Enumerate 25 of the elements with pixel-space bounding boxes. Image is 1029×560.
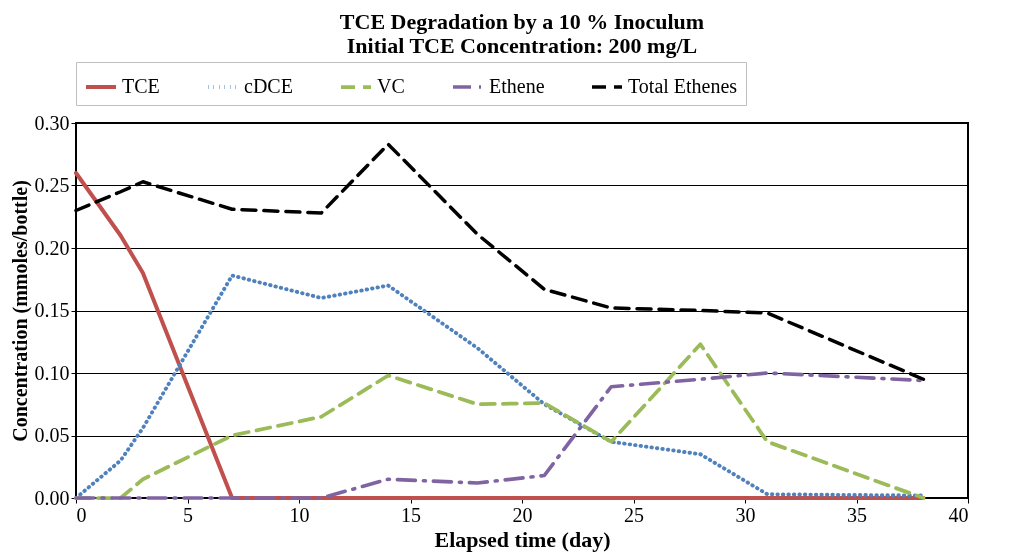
x-tick-label: 15 xyxy=(401,503,421,526)
y-tick-label: 0.10 xyxy=(34,361,70,384)
x-tick-label: 10 xyxy=(289,503,310,526)
x-tick-label: 20 xyxy=(512,503,533,526)
legend-label: TCE xyxy=(122,75,160,97)
y-tick-label: 0.05 xyxy=(34,424,70,446)
x-tick-label: 0 xyxy=(76,503,87,526)
y-tick-label: 0.30 xyxy=(34,111,70,134)
y-tick-label: 0.20 xyxy=(34,236,70,259)
legend-label: cDCE xyxy=(244,75,293,97)
legend-label: Ethene xyxy=(489,75,545,97)
x-tick-label: 25 xyxy=(624,503,644,526)
x-tick-label: 35 xyxy=(847,503,867,526)
y-tick-label: 0.15 xyxy=(34,299,70,321)
legend-label: VC xyxy=(377,75,405,97)
legend-label: Total Ethenes xyxy=(628,75,738,97)
x-tick-label: 40 xyxy=(948,503,969,526)
y-tick-label: 0.00 xyxy=(34,486,70,509)
line-series xyxy=(74,171,926,500)
x-axis-title: Elapsed time (day) xyxy=(434,526,611,552)
text: TCE Degradation by a 10 % Inoculum xyxy=(339,8,705,34)
x-tick-label: 30 xyxy=(735,503,756,526)
x-tick-label: 5 xyxy=(183,503,193,526)
y-tick-label: 0.25 xyxy=(34,174,70,196)
y-axis-title: Concentration (mmoles/bottle) xyxy=(8,180,32,442)
